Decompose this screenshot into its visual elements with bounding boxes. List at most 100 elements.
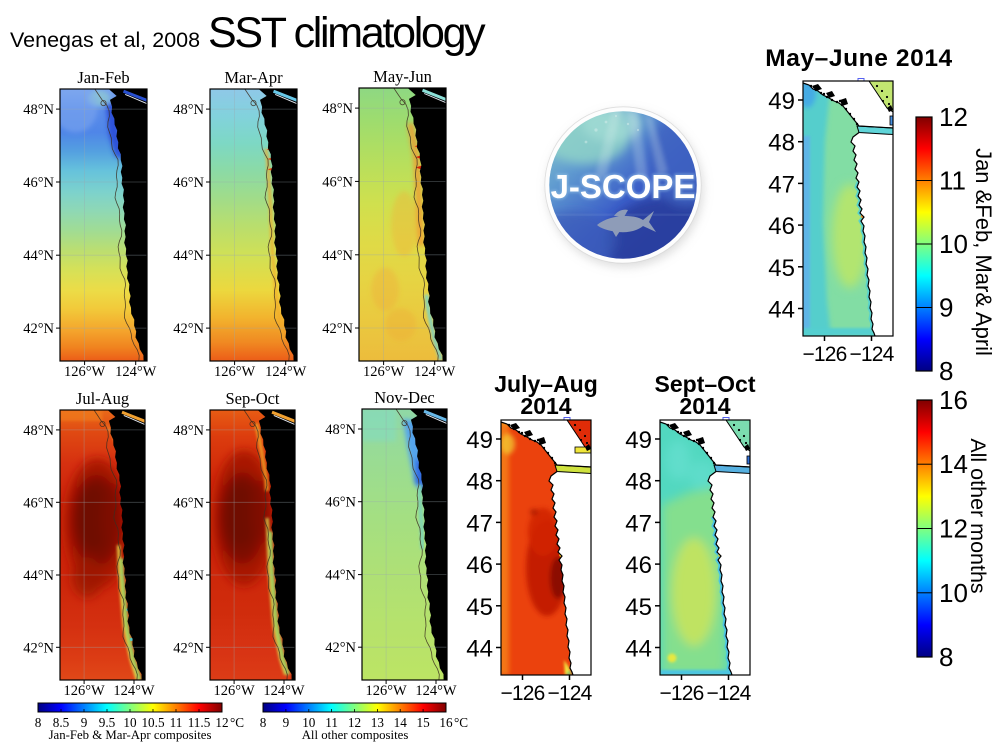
svg-text:42°N: 42°N (23, 321, 54, 337)
svg-text:Sep-Oct: Sep-Oct (225, 389, 279, 408)
svg-text:42°N: 42°N (173, 321, 204, 337)
svg-text:46°N: 46°N (173, 175, 204, 191)
svg-text:48°N: 48°N (23, 423, 54, 439)
svg-text:15: 15 (417, 715, 431, 730)
svg-text:44: 44 (625, 636, 652, 663)
svg-text:47: 47 (768, 171, 795, 198)
svg-text:45: 45 (768, 255, 795, 282)
svg-text:48: 48 (768, 130, 795, 157)
svg-text:12: 12 (939, 514, 968, 544)
svg-text:42°N: 42°N (173, 640, 204, 656)
svg-text:−126: −126 (659, 682, 703, 705)
svg-text:124°W: 124°W (414, 364, 456, 380)
svg-text:48°N: 48°N (173, 102, 204, 118)
svg-text:46°N: 46°N (23, 175, 54, 191)
svg-text:126°W: 126°W (363, 364, 405, 380)
svg-text:9: 9 (939, 293, 953, 323)
svg-text:42°N: 42°N (325, 640, 356, 656)
svg-text:8: 8 (939, 356, 953, 386)
svg-text:45: 45 (466, 594, 493, 621)
svg-text:46°N: 46°N (325, 495, 356, 511)
svg-text:48: 48 (625, 469, 652, 496)
svg-text:44°N: 44°N (23, 248, 54, 264)
svg-text:47: 47 (625, 510, 652, 537)
svg-text:48°N: 48°N (325, 422, 356, 438)
svg-text:Jan-Feb: Jan-Feb (77, 68, 129, 87)
svg-text:May–June 2014: May–June 2014 (765, 45, 953, 72)
svg-text:8: 8 (939, 642, 953, 672)
svg-text:Jan-Feb & Mar-Apr composites: Jan-Feb & Mar-Apr composites (49, 728, 212, 742)
svg-text:July–Aug: July–Aug (494, 371, 598, 397)
svg-text:SST climatology: SST climatology (208, 9, 486, 57)
svg-text:12: 12 (939, 102, 968, 132)
svg-text:126°W: 126°W (214, 364, 256, 380)
svg-text:126°W: 126°W (365, 683, 407, 699)
svg-text:May-Jun: May-Jun (373, 67, 432, 86)
svg-text:14: 14 (939, 449, 968, 479)
svg-text:2014: 2014 (520, 393, 571, 419)
svg-text:10: 10 (939, 578, 968, 608)
svg-text:42°N: 42°N (322, 321, 353, 337)
svg-text:44°N: 44°N (173, 568, 204, 584)
svg-text:11: 11 (325, 715, 338, 730)
svg-text:J-SCOPE: J-SCOPE (551, 168, 696, 205)
svg-text:16: 16 (939, 385, 968, 415)
svg-text:8: 8 (260, 715, 267, 730)
svg-text:44: 44 (466, 636, 493, 663)
svg-text:47: 47 (466, 510, 493, 537)
svg-text:126°W: 126°W (63, 683, 105, 699)
svg-text:12: 12 (215, 715, 228, 730)
svg-text:Jan &Feb, Mar& April: Jan &Feb, Mar& April (971, 148, 994, 356)
svg-text:44°N: 44°N (173, 248, 204, 264)
svg-text:−126: −126 (500, 682, 544, 705)
svg-text:9.5: 9.5 (99, 715, 116, 730)
svg-text:124°W: 124°W (415, 683, 457, 699)
svg-text:°C: °C (230, 715, 244, 730)
svg-text:Nov-Dec: Nov-Dec (374, 388, 434, 407)
svg-text:124°W: 124°W (113, 683, 155, 699)
svg-text:44: 44 (768, 297, 795, 324)
svg-text:44°N: 44°N (325, 568, 356, 584)
svg-text:46: 46 (768, 213, 795, 240)
svg-text:9: 9 (81, 715, 88, 730)
svg-text:16: 16 (439, 715, 453, 730)
svg-text:Venegas et al, 2008: Venegas et al, 2008 (10, 28, 200, 52)
svg-text:−124: −124 (547, 682, 592, 705)
svg-text:124°W: 124°W (115, 364, 157, 380)
svg-text:46: 46 (466, 552, 493, 579)
svg-text:11: 11 (170, 715, 183, 730)
svg-text:44°N: 44°N (322, 248, 353, 264)
svg-text:8.5: 8.5 (53, 715, 70, 730)
svg-text:45: 45 (625, 594, 652, 621)
svg-text:2014: 2014 (679, 393, 730, 419)
svg-text:Jul-Aug: Jul-Aug (76, 389, 129, 408)
svg-text:46°N: 46°N (173, 495, 204, 511)
svg-text:49: 49 (768, 88, 795, 115)
svg-text:10: 10 (123, 715, 137, 730)
svg-text:−126: −126 (802, 343, 846, 366)
svg-text:All other months: All other months (966, 438, 990, 593)
svg-text:J-SCOPE: J-SCOPE (551, 168, 696, 205)
svg-text:124°W: 124°W (265, 364, 307, 380)
svg-text:49: 49 (625, 427, 652, 454)
svg-text:49: 49 (466, 427, 493, 454)
svg-text:10.5: 10.5 (141, 715, 164, 730)
svg-text:Mar-Apr: Mar-Apr (224, 68, 283, 87)
svg-text:46°N: 46°N (322, 174, 353, 190)
svg-text:48°N: 48°N (173, 423, 204, 439)
svg-text:12: 12 (348, 715, 361, 730)
svg-text:°C: °C (454, 715, 468, 730)
svg-text:8: 8 (35, 715, 42, 730)
svg-text:9: 9 (283, 715, 290, 730)
svg-text:14: 14 (394, 715, 408, 730)
svg-text:126°W: 126°W (213, 683, 255, 699)
svg-text:−124: −124 (706, 682, 751, 705)
svg-text:46: 46 (625, 552, 652, 579)
svg-text:46°N: 46°N (23, 495, 54, 511)
svg-text:10: 10 (939, 229, 968, 259)
svg-text:Sept–Oct: Sept–Oct (655, 371, 756, 397)
svg-text:48°N: 48°N (23, 102, 54, 118)
svg-text:42°N: 42°N (23, 640, 54, 656)
svg-text:−124: −124 (849, 343, 894, 366)
svg-text:48: 48 (466, 469, 493, 496)
